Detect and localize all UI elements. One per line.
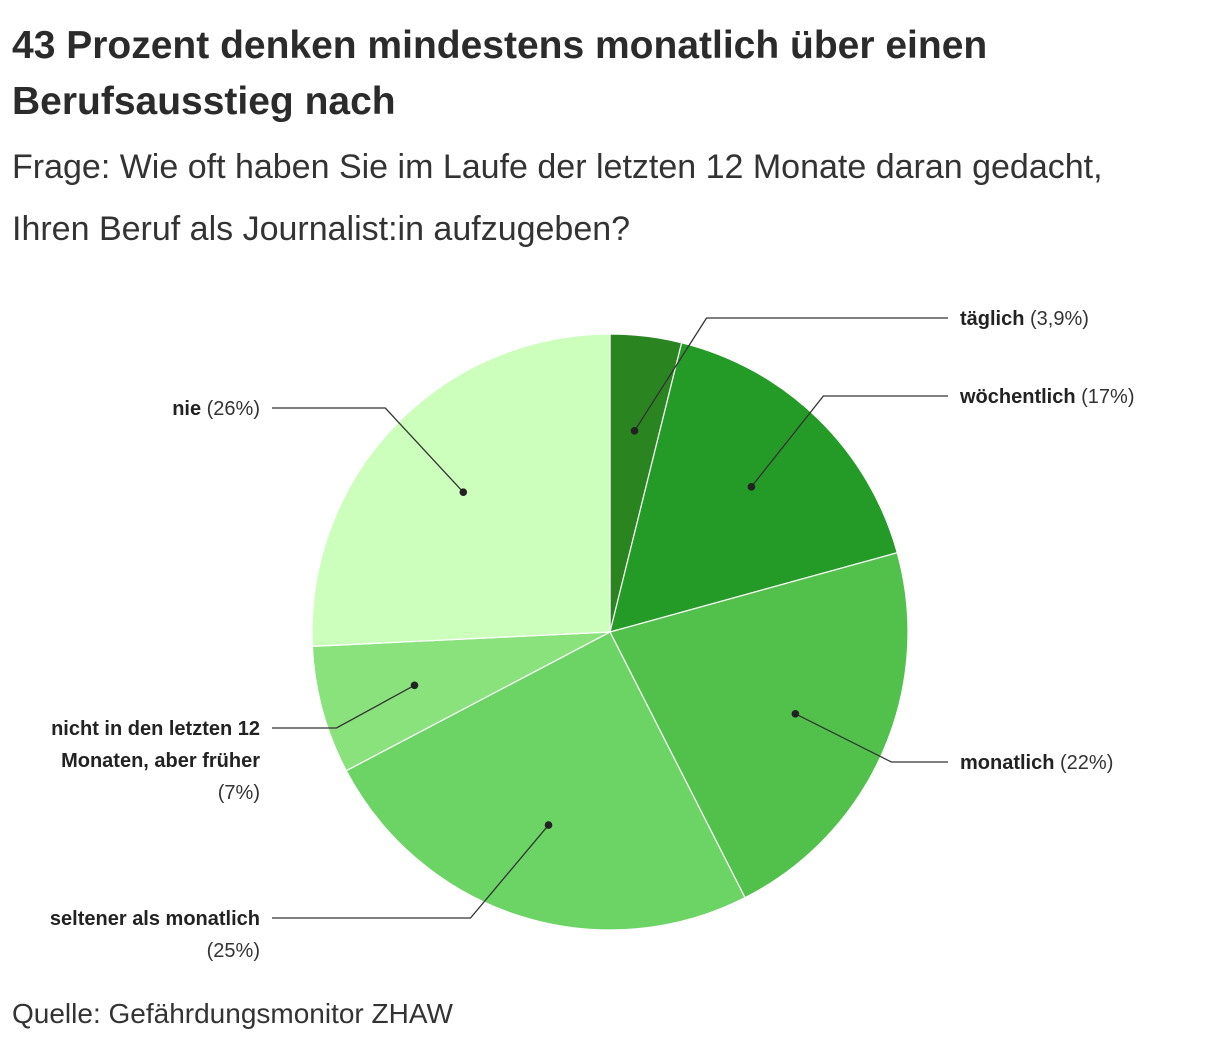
pie-slice-seltener-als-monatlich xyxy=(345,631,746,931)
leader-dot-monatlich xyxy=(791,710,800,718)
leader-dot-täglich xyxy=(630,427,639,435)
slice-label-seltener-als-monatlich-line-1: seltener als monatlich xyxy=(50,908,260,930)
pie-slice-nicht-in-den-letzten-12-monaten-aber-früher xyxy=(311,631,611,772)
slice-value-seltener-als-monatlich: (25%) xyxy=(207,940,260,962)
pie-slices xyxy=(311,333,909,931)
slice-label-wöchentlich: wöchentlich (17%) xyxy=(959,386,1134,408)
leader-line-nie xyxy=(272,407,464,493)
chart-title: 43 Prozent denken mindestens monatlich ü… xyxy=(12,24,988,123)
leader-line-seltener-als-monatlich xyxy=(272,824,550,919)
slice-value-nicht-in-den-letzten-12-monaten-aber-früher: (7%) xyxy=(218,782,260,804)
leader-line-monatlich xyxy=(795,713,948,763)
leader-dot-nicht-in-den-letzten-12-monaten-aber-früher xyxy=(410,681,419,690)
leader-line-wöchentlich xyxy=(750,395,948,488)
leader-lines xyxy=(272,317,948,919)
slice-labels: täglich (3,9%) wöchentlich (17%) monatlich… xyxy=(50,308,1135,962)
slice-label-nie: nie (26%) xyxy=(172,398,260,420)
leader-dot-seltener-als-monatlich xyxy=(544,821,553,829)
leader-dot-nie xyxy=(459,488,468,497)
slice-label-nicht-in-den-letzten-12-monaten-aber-früher-line-1: nicht in den letzten 12 xyxy=(51,718,260,740)
leader-dot-wöchentlich xyxy=(747,483,756,491)
slice-label-monatlich: monatlich (22%) xyxy=(960,752,1113,774)
pie-slice-monatlich xyxy=(609,551,909,899)
chart-subtitle: Frage: Wie oft haben Sie im Laufe der le… xyxy=(12,148,1103,248)
leader-line-täglich xyxy=(633,317,948,432)
leader-line-nicht-in-den-letzten-12-monaten-aber-früher xyxy=(272,684,415,729)
source-note: Quelle: Gefährdungsmonitor ZHAW xyxy=(12,998,453,1029)
slice-label-nicht-in-den-letzten-12-monaten-aber-früher-line-2: Monaten, aber früher xyxy=(61,750,260,772)
slice-label-täglich: täglich (3,9%) xyxy=(960,308,1089,330)
